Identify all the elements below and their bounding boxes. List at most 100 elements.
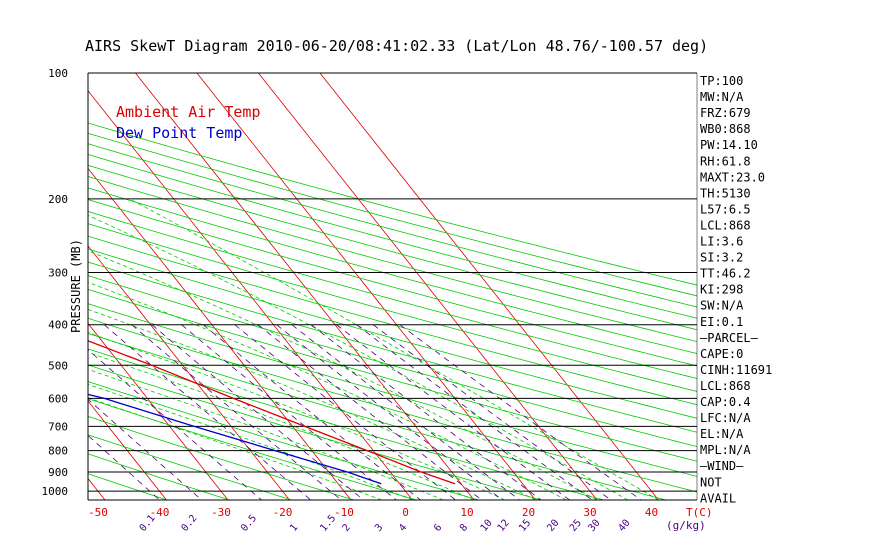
sounding-index-item: TP:100 — [700, 74, 743, 88]
sounding-index-item: TH:5130 — [700, 186, 751, 200]
mixing-ratio-line — [131, 324, 342, 500]
mixing-ratio-tick-label: 20 — [545, 518, 561, 534]
pressure-tick-label: 400 — [48, 319, 68, 332]
isobar-lines: 100 200 300 400 500 600 700 800 900 1000 — [42, 67, 697, 498]
isotherm-line — [88, 245, 290, 500]
mixing-ratio-tick-label: 3 — [373, 522, 385, 534]
legend-ambient-air-temp: Ambient Air Temp — [116, 103, 261, 121]
mixing-ratio-tick-label: 40 — [616, 518, 632, 534]
sounding-index-item: NOT — [700, 475, 722, 489]
dry-adiabat-line — [88, 317, 697, 493]
moist-adiabat-line — [88, 250, 598, 500]
sounding-index-item: SI:3.2 — [700, 251, 743, 265]
isotherm-line — [88, 90, 413, 500]
isotherm-line — [196, 73, 536, 500]
sounding-index-item: EL:N/A — [700, 427, 744, 441]
sounding-index-item: WB0:868 — [700, 122, 751, 136]
dry-adiabat-line — [88, 261, 697, 433]
sounding-index-item: CAPE:0 — [700, 347, 743, 361]
mixing-ratio-tick-label: 1 — [288, 522, 300, 534]
sounding-index-item: LI:3.6 — [700, 235, 743, 249]
pressure-tick-label: 100 — [48, 67, 68, 80]
temp-unit-label: T(C) — [686, 506, 713, 519]
dry-adiabat-line — [88, 164, 697, 331]
dry-adiabat-line — [88, 223, 697, 392]
mixing-ratio-tick-label: 8 — [458, 522, 470, 534]
axes: -120-110-100-90-80-70-60-50-40-50-40-30-… — [87, 73, 713, 534]
dry-adiabat-line — [88, 453, 230, 500]
dry-adiabat-line — [88, 132, 697, 297]
isotherm-line — [88, 400, 167, 500]
mixing-ratio-line — [399, 324, 642, 500]
mixing-ratio-tick-label: 15 — [517, 518, 533, 534]
mixing-ratio-line — [234, 324, 456, 500]
mixing-ratio-line — [103, 324, 312, 500]
mixing-ratio-line — [336, 324, 570, 500]
moist-adiabat-line — [88, 281, 567, 500]
moist-adiabat-line — [88, 332, 505, 500]
sounding-index-item: LCL:868 — [700, 218, 751, 232]
moist-adiabat-line — [88, 369, 444, 500]
bottom-temp-tick-label: 10 — [460, 506, 473, 519]
dry-adiabat-line — [88, 275, 697, 447]
sounding-index-item: MW:N/A — [700, 90, 744, 104]
mixing-ratio-tick-label: 0.5 — [239, 513, 259, 534]
sounding-index-item: L57:6.5 — [700, 202, 751, 216]
dry-adiabat-line — [88, 210, 697, 379]
sounding-profiles — [88, 340, 456, 485]
mixing-ratio-tick-label: 10 — [479, 518, 495, 534]
sounding-index-item: LCL:868 — [700, 379, 751, 393]
mixing-ratio-line — [310, 324, 542, 500]
dry-adiabat-line — [88, 303, 697, 477]
pressure-tick-label: 200 — [48, 193, 68, 206]
pressure-tick-label: 1000 — [42, 485, 69, 498]
sounding-index-item: TT:46.2 — [700, 267, 751, 281]
dry-adiabat-line — [88, 176, 697, 343]
mixing-ratio-line — [88, 434, 160, 500]
pressure-tick-label: 600 — [48, 392, 68, 405]
mixing-ratio-tick-label: 2 — [341, 522, 353, 534]
isotherm-line — [88, 477, 106, 500]
sounding-index-item: EI:0.1 — [700, 315, 743, 329]
dry-adiabat-line — [88, 199, 697, 367]
mixing-ratio-line — [372, 324, 612, 500]
moist-adiabat-line — [88, 351, 475, 500]
sounding-index-item: CINH:11691 — [700, 363, 772, 377]
isotherm-line — [319, 73, 659, 500]
mixing-ratio-unit-label: (g/kg) — [666, 519, 706, 532]
mixing-ratio-line — [276, 324, 503, 500]
bottom-temp-tick-label: 20 — [522, 506, 535, 519]
sounding-index-item: KI:298 — [700, 283, 743, 297]
mixing-ratio-line — [151, 324, 364, 500]
mixing-ratio-tick-label: 0.2 — [179, 513, 199, 534]
isotherm-line — [88, 322, 229, 500]
bottom-temp-tick-label: 30 — [583, 506, 596, 519]
dry-adiabat-line — [88, 187, 697, 354]
moist-adiabat-line — [129, 198, 659, 500]
sounding-index-item: AVAIL — [700, 491, 736, 505]
sounding-index-item: —WIND— — [700, 459, 744, 473]
mixing-ratio-line — [291, 324, 520, 500]
dry-adiabat-line — [88, 332, 666, 500]
bottom-temp-tick-label: 40 — [645, 506, 658, 519]
sounding-index-item: CAP:0.4 — [700, 395, 751, 409]
dry-adiabat-line — [88, 415, 355, 500]
sounding-indices-panel: TP:100 MW:N/A FRZ:679 WB0:868 PW:14.10 RH:61.… — [700, 74, 772, 505]
dry-adiabat-line — [88, 381, 479, 500]
sounding-index-item: LFC:N/A — [700, 411, 751, 425]
mixing-ratio-tick-label: 25 — [568, 518, 584, 534]
ambient-temp-line — [88, 340, 456, 485]
isotherm-line — [0, 73, 44, 500]
dry-adiabat-line — [88, 348, 604, 500]
sounding-index-item: MPL:N/A — [700, 443, 751, 457]
sounding-index-item: RH:61.8 — [700, 154, 751, 168]
dry-adiabat-line — [88, 154, 697, 319]
pressure-tick-label: 500 — [48, 359, 68, 372]
mixing-ratio-line — [356, 324, 593, 500]
bottom-temp-tick-label: -40 — [150, 506, 170, 519]
dry-adiabat-line — [88, 235, 697, 406]
dry-adiabat-line — [88, 143, 697, 308]
dry-adiabat-line — [88, 364, 542, 500]
sounding-index-item: —PARCEL— — [700, 331, 759, 345]
